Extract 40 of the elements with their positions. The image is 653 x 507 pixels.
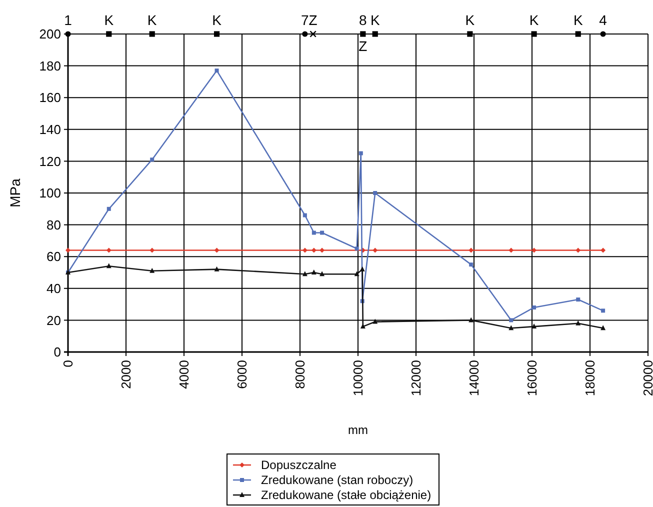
x-axis-title: mm [348, 423, 368, 437]
annotation: Z [358, 38, 368, 54]
annotation: 1 [64, 12, 72, 28]
annotation: K [212, 12, 222, 28]
y-tick-label: 0 [54, 344, 61, 360]
x-tick-label: 4000 [176, 360, 192, 389]
x-tick-label: 0 [60, 360, 76, 368]
y-axis-title: MPa [7, 178, 23, 208]
annotation: K [465, 12, 476, 28]
y-tick-label: 100 [39, 186, 61, 201]
annotation: 4 [599, 12, 608, 28]
x-tick-label: 16000 [524, 360, 540, 396]
x-tick-label: 10000 [350, 360, 366, 396]
y-tick-label: 80 [46, 217, 61, 232]
annotation: K [147, 12, 158, 28]
annotation: 8 [359, 12, 368, 28]
annotation: K [104, 12, 114, 28]
y-tick-label: 20 [46, 312, 61, 328]
y-tick-label: 40 [46, 280, 61, 296]
y-tick-label: 180 [39, 58, 61, 74]
annotation: K [573, 12, 584, 28]
x-tick-label: 6000 [234, 360, 250, 389]
legend-label: Zredukowane (stan roboczy) [261, 473, 414, 488]
x-tick-label: 18000 [582, 360, 598, 396]
x-tick-label: 2000 [118, 360, 134, 389]
x-tick-label: 20000 [640, 360, 653, 396]
x-tick-label: 12000 [408, 360, 424, 396]
annotation: 7 [301, 12, 310, 28]
legend-label: Zredukowane (stałe obciążenie) [261, 488, 432, 502]
y-tick-label: 160 [39, 90, 61, 106]
annotation: Z [308, 12, 318, 28]
y-tick-label: 60 [46, 249, 61, 264]
y-tick-label: 140 [39, 122, 61, 137]
y-tick-label: 200 [39, 26, 61, 42]
y-tick-label: 120 [39, 154, 61, 169]
annotation: K [529, 12, 540, 28]
x-tick-label: 14000 [466, 360, 482, 396]
annotation: K [370, 12, 380, 28]
legend-label: Dopuszczalne [261, 458, 337, 472]
x-tick-label: 8000 [292, 360, 308, 389]
